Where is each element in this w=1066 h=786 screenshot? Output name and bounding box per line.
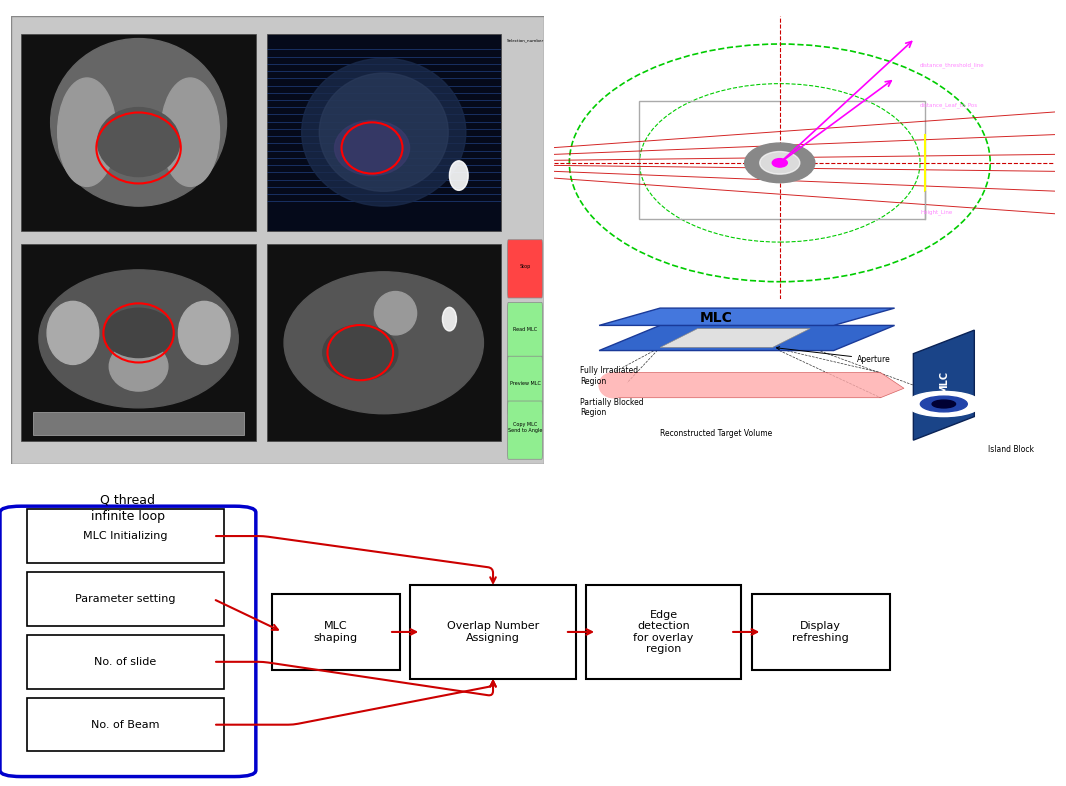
Ellipse shape — [374, 292, 417, 335]
FancyBboxPatch shape — [586, 585, 741, 679]
Ellipse shape — [450, 161, 468, 190]
Ellipse shape — [58, 78, 116, 186]
Ellipse shape — [161, 78, 220, 186]
Polygon shape — [660, 329, 810, 347]
Polygon shape — [914, 330, 974, 440]
Text: MLC: MLC — [700, 310, 732, 325]
Ellipse shape — [39, 270, 239, 408]
FancyBboxPatch shape — [11, 16, 544, 464]
Text: Height_Line: Height_Line — [920, 210, 952, 215]
Text: Aperture: Aperture — [776, 347, 891, 364]
Text: Reconstructed Target Volume: Reconstructed Target Volume — [660, 429, 773, 438]
Text: Display
refreshing: Display refreshing — [792, 621, 850, 643]
Text: No. of Beam: No. of Beam — [91, 720, 160, 729]
FancyBboxPatch shape — [33, 412, 244, 435]
Circle shape — [745, 143, 814, 182]
Ellipse shape — [302, 58, 466, 206]
Text: Edge
detection
for overlay
region: Edge detection for overlay region — [633, 610, 694, 654]
FancyBboxPatch shape — [21, 34, 256, 231]
Ellipse shape — [442, 307, 456, 331]
Text: Selection_number: Selection_number — [506, 39, 544, 42]
Text: distance_Leaf_to_Pos: distance_Leaf_to_Pos — [920, 102, 979, 108]
FancyBboxPatch shape — [752, 594, 890, 670]
Ellipse shape — [98, 108, 179, 177]
FancyBboxPatch shape — [507, 356, 543, 414]
Circle shape — [920, 396, 967, 412]
Text: No. of slide: No. of slide — [94, 657, 157, 667]
Ellipse shape — [47, 301, 99, 365]
Text: Overlap Number
Assigning: Overlap Number Assigning — [447, 621, 539, 643]
Text: Stop: Stop — [519, 264, 531, 269]
Circle shape — [906, 391, 982, 417]
FancyBboxPatch shape — [410, 585, 576, 679]
Ellipse shape — [335, 120, 409, 175]
FancyBboxPatch shape — [507, 240, 543, 298]
Text: MLC Initializing: MLC Initializing — [83, 531, 167, 541]
Ellipse shape — [599, 373, 627, 398]
Text: Parameter setting: Parameter setting — [75, 594, 176, 604]
Ellipse shape — [51, 39, 227, 206]
Ellipse shape — [178, 301, 230, 365]
Text: Partially Blocked
Region: Partially Blocked Region — [580, 398, 644, 417]
FancyBboxPatch shape — [266, 244, 501, 441]
Text: Island Block: Island Block — [988, 445, 1034, 454]
FancyBboxPatch shape — [272, 594, 400, 670]
Polygon shape — [613, 373, 904, 398]
FancyBboxPatch shape — [507, 303, 543, 361]
Text: Read MLC: Read MLC — [513, 327, 537, 332]
FancyBboxPatch shape — [27, 635, 224, 689]
Circle shape — [932, 400, 955, 408]
Polygon shape — [599, 325, 894, 351]
Ellipse shape — [103, 308, 174, 358]
Polygon shape — [599, 308, 894, 325]
Ellipse shape — [323, 325, 398, 380]
Text: MLC: MLC — [939, 370, 949, 394]
Circle shape — [772, 159, 788, 167]
Text: Fully Irradiated
Region: Fully Irradiated Region — [580, 366, 639, 386]
Ellipse shape — [320, 73, 448, 191]
FancyBboxPatch shape — [27, 698, 224, 751]
FancyBboxPatch shape — [27, 509, 224, 563]
Text: Q thread
infinite loop: Q thread infinite loop — [91, 494, 165, 523]
Text: distance_threshold_line: distance_threshold_line — [920, 63, 985, 68]
Circle shape — [760, 152, 800, 174]
FancyBboxPatch shape — [27, 572, 224, 626]
Ellipse shape — [109, 342, 168, 391]
Ellipse shape — [284, 272, 483, 413]
Text: Preview MLC: Preview MLC — [510, 380, 540, 386]
FancyBboxPatch shape — [507, 401, 543, 459]
Text: Copy MLC
Send to Angle: Copy MLC Send to Angle — [507, 423, 543, 433]
FancyBboxPatch shape — [0, 506, 256, 777]
Text: MLC
shaping: MLC shaping — [313, 621, 358, 643]
FancyBboxPatch shape — [21, 244, 256, 441]
FancyBboxPatch shape — [266, 34, 501, 231]
